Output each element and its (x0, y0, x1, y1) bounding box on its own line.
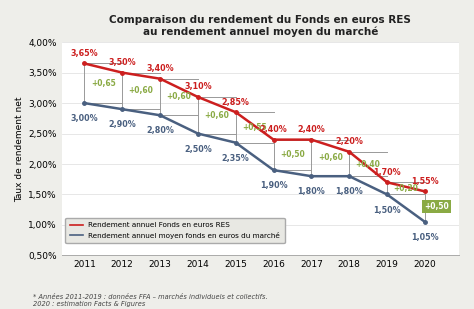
Text: 2,40%: 2,40% (260, 125, 287, 134)
Text: 2,50%: 2,50% (184, 145, 212, 154)
Text: 2,20%: 2,20% (335, 137, 363, 146)
Legend: Rendement annuel Fonds en euros RES, Rendement annuel moyen fonds en euros du ma: Rendement annuel Fonds en euros RES, Ren… (65, 218, 284, 243)
Text: 1,70%: 1,70% (374, 168, 401, 177)
Text: 1,05%: 1,05% (411, 233, 439, 242)
Text: +0,60: +0,60 (128, 87, 154, 95)
Text: +0,60: +0,60 (318, 154, 343, 163)
Text: 2,40%: 2,40% (298, 125, 325, 134)
Text: 2,90%: 2,90% (109, 120, 136, 129)
Text: 1,50%: 1,50% (374, 205, 401, 214)
Text: 3,10%: 3,10% (184, 83, 212, 91)
Text: 3,40%: 3,40% (146, 64, 174, 73)
Text: +0,60: +0,60 (166, 92, 191, 101)
Text: 3,50%: 3,50% (109, 58, 136, 67)
Text: +0,20: +0,20 (393, 184, 419, 193)
Text: +0,40: +0,40 (356, 159, 381, 168)
Text: 2,85%: 2,85% (222, 98, 250, 107)
Text: +0,50: +0,50 (280, 150, 305, 159)
Title: Comparaison du rendement du Fonds en euros RES
au rendement annuel moyen du marc: Comparaison du rendement du Fonds en eur… (109, 15, 411, 37)
Text: 3,65%: 3,65% (71, 49, 98, 58)
Text: 2,35%: 2,35% (222, 154, 250, 163)
Text: 1,55%: 1,55% (411, 177, 439, 186)
Text: 1,80%: 1,80% (336, 187, 363, 196)
Y-axis label: Taux de rendement net: Taux de rendement net (15, 96, 24, 201)
Text: +0,65: +0,65 (91, 79, 116, 88)
Text: 1,80%: 1,80% (298, 187, 325, 196)
Text: +0,60: +0,60 (204, 111, 229, 120)
Text: 3,00%: 3,00% (71, 114, 98, 123)
Text: 2,80%: 2,80% (146, 126, 174, 135)
Text: * Années 2011-2019 : données FFA – marchés individuels et collectifs.
2020 : est: * Années 2011-2019 : données FFA – march… (33, 294, 268, 307)
Text: +0,50: +0,50 (424, 202, 449, 211)
Text: +0,55: +0,55 (242, 123, 267, 132)
Text: 1,90%: 1,90% (260, 181, 287, 190)
